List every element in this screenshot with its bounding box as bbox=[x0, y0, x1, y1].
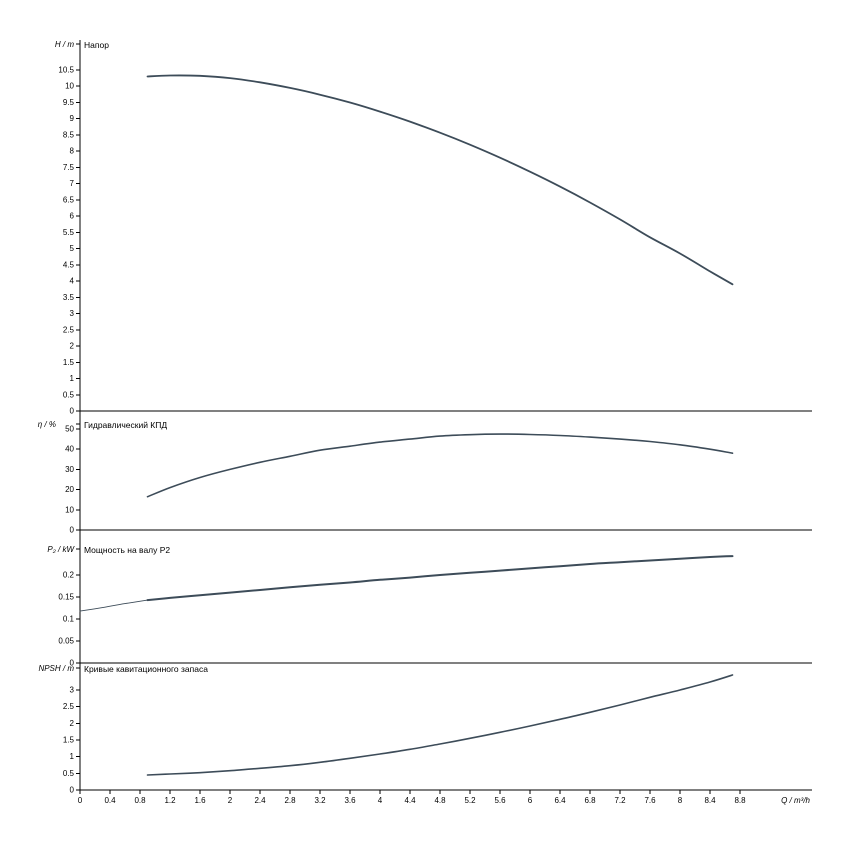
x-tick-label: 7.6 bbox=[644, 796, 656, 805]
y-axis-label: NPSH / m bbox=[38, 664, 74, 673]
y-tick-label: 0 bbox=[70, 659, 75, 668]
y-tick-label: 10 bbox=[65, 505, 74, 514]
panel-title: Гидравлический КПД bbox=[84, 420, 167, 430]
y-tick-label: 0.1 bbox=[63, 615, 75, 624]
panel-npsh: 0 0.5 1 1.5 2 2.5 3 NPSH / m Кривые кавитационно… bbox=[38, 664, 812, 795]
y-axis-label: η / % bbox=[38, 420, 56, 429]
y-tick-label: 0.5 bbox=[63, 769, 75, 778]
y-tick-label: 8.5 bbox=[63, 130, 75, 139]
x-tick-label: 0.8 bbox=[134, 796, 146, 805]
y-axis-label: H / m bbox=[55, 40, 74, 49]
y-axis-label: P₂ / kW bbox=[47, 545, 75, 554]
curve-power bbox=[79, 599, 148, 612]
x-tick-label: 6.4 bbox=[554, 796, 566, 805]
x-axis-label: Q / m³/h bbox=[781, 796, 810, 805]
x-tick-label: 8.4 bbox=[704, 796, 716, 805]
y-tick-label: 10.5 bbox=[58, 66, 74, 75]
panel-title: Напор bbox=[84, 40, 109, 50]
y-tick-label: 1.5 bbox=[63, 736, 75, 745]
y-tick-label: 2.5 bbox=[63, 702, 75, 711]
x-tick-label: 4.4 bbox=[404, 796, 416, 805]
panel-title: Кривые кавитационного запаса bbox=[84, 664, 208, 674]
y-tick-label: 1 bbox=[70, 374, 75, 383]
x-tick-label: 6 bbox=[528, 796, 533, 805]
y-tick-label: 7 bbox=[70, 179, 75, 188]
x-tick-label: 3.6 bbox=[344, 796, 356, 805]
x-tick-label: 1.2 bbox=[164, 796, 176, 805]
y-tick-label: 3 bbox=[70, 309, 75, 318]
x-tick-label: 0 bbox=[78, 796, 83, 805]
y-tick-label: 0.15 bbox=[58, 593, 74, 602]
curve-power bbox=[146, 555, 734, 602]
x-axis: 0 0.4 0.8 1.2 1.6 2 2.4 2.8 3.2 3.6 4 4.4 4.8 5.2 5.6 6… bbox=[78, 790, 811, 805]
y-tick-label: 5.5 bbox=[63, 228, 75, 237]
y-tick-label: 2 bbox=[70, 342, 75, 351]
panel-efficiency: 0 10 20 30 40 50 η / % Гидравлический КПД bbox=[38, 420, 812, 535]
y-tick-label: 7.5 bbox=[63, 163, 75, 172]
curve-efficiency bbox=[146, 433, 734, 498]
y-tick-label: 3 bbox=[70, 686, 75, 695]
x-tick-label: 3.2 bbox=[314, 796, 326, 805]
curve-npsh bbox=[146, 674, 734, 776]
y-tick-label: 0 bbox=[70, 526, 75, 535]
y-tick-label: 50 bbox=[65, 425, 74, 434]
x-tick-label: 4 bbox=[378, 796, 383, 805]
y-tick-label: 5 bbox=[70, 244, 75, 253]
y-tick-label: 2.5 bbox=[63, 325, 75, 334]
x-tick-label: 2.8 bbox=[284, 796, 296, 805]
y-tick-label: 1.5 bbox=[63, 358, 75, 367]
x-tick-label: 2 bbox=[228, 796, 233, 805]
x-tick-label: 8 bbox=[678, 796, 683, 805]
y-tick-label: 0.2 bbox=[63, 571, 75, 580]
panel-power: 0 0.05 0.1 0.15 0.2 P₂ / kW Мощность на валу P… bbox=[47, 545, 812, 668]
y-tick-label: 9.5 bbox=[63, 98, 75, 107]
y-tick-label: 0 bbox=[70, 786, 75, 795]
y-tick-label: 20 bbox=[65, 485, 74, 494]
y-tick-label: 6.5 bbox=[63, 195, 75, 204]
y-tick-label: 9 bbox=[70, 114, 75, 123]
x-tick-label: 7.2 bbox=[614, 796, 626, 805]
x-tick-label: 8.8 bbox=[734, 796, 746, 805]
y-tick-label: 0 bbox=[70, 407, 75, 416]
panel-head: 0 0.5 1 1.5 2 2.5 3 3.5 4 4.5 5 5.5 6 6.5 7 7.5 8 8.5 9 9.5… bbox=[55, 40, 812, 416]
y-tick-label: 4 bbox=[70, 277, 75, 286]
x-tick-label: 5.2 bbox=[464, 796, 476, 805]
x-tick-label: 4.8 bbox=[434, 796, 446, 805]
y-tick-label: 8 bbox=[70, 147, 75, 156]
y-tick-label: 40 bbox=[65, 445, 74, 454]
x-tick-label: 5.6 bbox=[494, 796, 506, 805]
y-tick-label: 4.5 bbox=[63, 260, 75, 269]
x-tick-label: 1.6 bbox=[194, 796, 206, 805]
panel-title: Мощность на валу P2 bbox=[84, 545, 170, 555]
y-tick-label: 0.5 bbox=[63, 390, 75, 399]
x-tick-label: 2.4 bbox=[254, 796, 266, 805]
y-tick-label: 0.05 bbox=[58, 637, 74, 646]
y-tick-label: 2 bbox=[70, 719, 75, 728]
y-tick-label: 1 bbox=[70, 752, 75, 761]
x-tick-label: 0.4 bbox=[104, 796, 116, 805]
y-tick-label: 3.5 bbox=[63, 293, 75, 302]
y-tick-label: 10 bbox=[65, 82, 74, 91]
curve-head bbox=[146, 74, 734, 286]
y-tick-label: 30 bbox=[65, 465, 74, 474]
y-tick-label: 6 bbox=[70, 212, 75, 221]
x-tick-label: 6.8 bbox=[584, 796, 596, 805]
